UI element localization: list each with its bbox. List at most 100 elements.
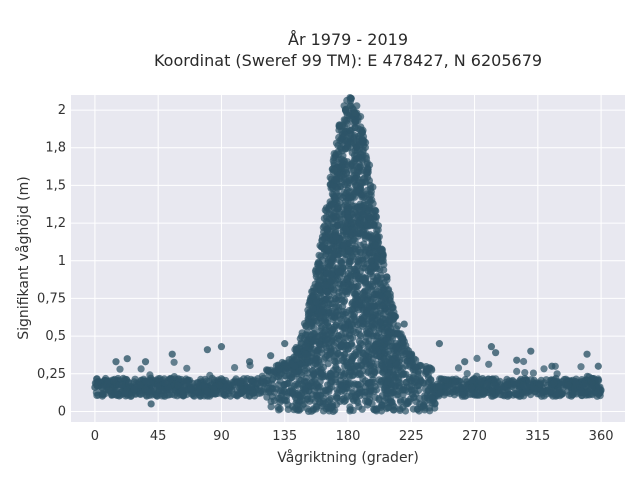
data-point — [463, 370, 471, 378]
data-point — [461, 375, 469, 384]
data-point — [320, 301, 328, 309]
data-point — [332, 150, 340, 158]
data-point — [393, 330, 401, 338]
data-point — [405, 350, 413, 358]
y-tick-label: 2 — [58, 103, 66, 118]
data-point — [311, 313, 319, 321]
data-point — [547, 387, 556, 395]
data-point — [123, 355, 131, 363]
data-point — [353, 162, 361, 170]
data-point — [359, 313, 367, 321]
data-point — [301, 387, 309, 395]
data-point — [372, 386, 381, 394]
data-point — [301, 367, 309, 375]
data-point — [400, 320, 408, 328]
data-point — [492, 349, 500, 357]
data-point — [376, 319, 384, 327]
data-point — [520, 357, 528, 366]
data-point — [266, 384, 274, 392]
data-point — [332, 232, 340, 240]
data-point — [326, 380, 334, 388]
data-point — [366, 203, 374, 211]
data-point — [383, 378, 391, 386]
data-point — [356, 200, 364, 208]
data-point — [388, 398, 396, 406]
data-point — [203, 387, 211, 395]
data-point — [355, 381, 363, 389]
data-point — [336, 315, 344, 323]
data-point — [327, 313, 335, 321]
data-point — [341, 324, 349, 332]
data-point — [239, 388, 247, 396]
data-point — [316, 272, 324, 280]
data-point — [436, 389, 444, 397]
data-point — [503, 380, 511, 388]
data-point — [91, 383, 99, 391]
data-point — [298, 380, 306, 388]
data-point — [519, 381, 527, 389]
data-point — [366, 328, 374, 336]
data-point — [182, 379, 190, 387]
data-point — [389, 373, 397, 382]
data-point — [580, 379, 588, 388]
data-point — [329, 276, 337, 284]
data-point — [396, 405, 404, 413]
data-point — [203, 377, 211, 385]
data-point — [249, 389, 257, 397]
data-point — [231, 364, 239, 372]
data-point — [105, 386, 113, 394]
data-point — [337, 371, 345, 380]
data-point — [377, 246, 385, 254]
data-point — [303, 331, 311, 339]
data-point — [362, 154, 371, 162]
chart-subtitle: Koordinat (Sweref 99 TM): E 478427, N 62… — [154, 51, 542, 70]
data-point — [577, 363, 585, 371]
data-point — [527, 347, 535, 355]
data-point — [289, 387, 297, 395]
data-point — [309, 305, 317, 313]
data-point — [330, 166, 338, 174]
data-point — [349, 253, 357, 261]
data-point — [276, 387, 284, 395]
data-point — [323, 288, 332, 296]
data-point — [302, 321, 310, 330]
x-tick-label: 180 — [336, 429, 361, 444]
data-point — [577, 388, 586, 396]
data-point — [317, 370, 325, 378]
data-point — [296, 392, 305, 400]
data-point — [148, 387, 156, 395]
data-point — [359, 264, 367, 272]
data-point — [267, 403, 275, 411]
data-point — [359, 355, 367, 363]
data-point — [352, 328, 360, 337]
data-point — [292, 347, 300, 355]
data-point — [480, 388, 488, 396]
data-point — [320, 355, 328, 363]
data-point — [537, 381, 545, 389]
data-point — [324, 403, 332, 411]
data-point — [392, 325, 400, 333]
data-point — [141, 358, 150, 366]
data-point — [341, 106, 350, 114]
data-point — [321, 387, 329, 395]
data-point — [386, 350, 394, 358]
data-point — [386, 296, 394, 304]
data-point — [193, 379, 201, 387]
data-point — [260, 379, 268, 387]
data-point — [327, 259, 335, 267]
data-point — [324, 245, 332, 253]
data-point — [567, 392, 576, 400]
data-point — [370, 221, 378, 229]
data-point — [372, 241, 380, 250]
data-point — [513, 356, 521, 364]
data-point — [332, 321, 340, 329]
data-point — [371, 369, 379, 377]
data-point — [374, 298, 382, 306]
data-point — [187, 384, 195, 392]
data-point — [337, 250, 345, 258]
data-point — [333, 303, 341, 311]
data-point — [315, 319, 323, 327]
data-point — [195, 388, 203, 397]
data-point — [317, 243, 325, 251]
data-point — [310, 287, 318, 295]
